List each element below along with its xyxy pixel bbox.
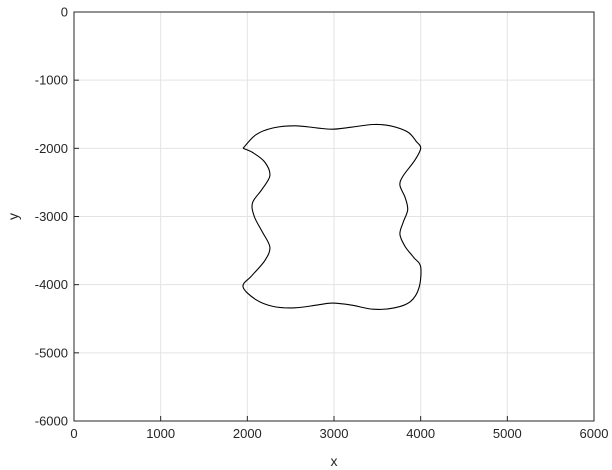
- ticks: 0 1000 2000 3000 4000 5000 6000 0 -1000 -2000 -300…: [35, 5, 609, 442]
- y-tick-label: 0: [61, 5, 68, 20]
- series-line: [242, 123, 422, 310]
- series-layer: [242, 123, 422, 310]
- y-tick-label: -6000: [35, 414, 68, 429]
- y-tick-label: -5000: [35, 345, 68, 360]
- x-tick-label: 4000: [406, 426, 435, 441]
- x-tick-label: 5000: [493, 426, 522, 441]
- y-tick-label: -2000: [35, 141, 68, 156]
- x-tick-label: 2000: [233, 426, 262, 441]
- y-tick-label: -4000: [35, 277, 68, 292]
- x-tick-label: 1000: [146, 426, 175, 441]
- x-tick-label: 0: [70, 426, 77, 441]
- y-tick-label: -1000: [35, 73, 68, 88]
- x-tick-label: 6000: [580, 426, 609, 441]
- y-axis-label: y: [5, 213, 21, 220]
- y-tick-label: -3000: [35, 209, 68, 224]
- x-axis-label: x: [331, 453, 338, 469]
- x-tick-label: 3000: [320, 426, 349, 441]
